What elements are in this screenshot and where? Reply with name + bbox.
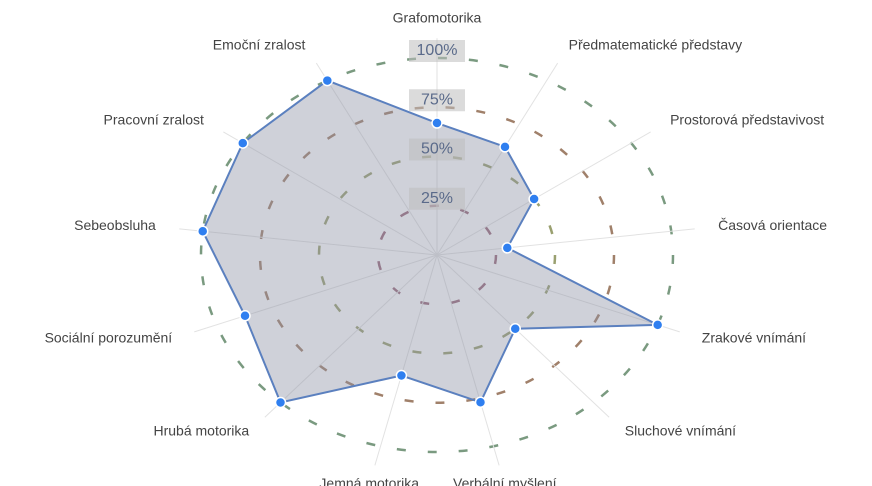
axis-line <box>436 131 651 256</box>
axis-label: Pracovní zralost <box>104 111 204 127</box>
axis-label: Sluchové vnímání <box>625 423 736 439</box>
r-tick-label: 25% <box>421 190 453 207</box>
tick-label-bg <box>409 138 465 161</box>
axis-line <box>436 228 695 256</box>
axis-line <box>436 62 559 256</box>
r-tick-label: 100% <box>417 42 458 59</box>
data-point <box>431 117 443 129</box>
data-point <box>237 137 249 149</box>
data-point <box>274 396 287 409</box>
axis-label: Emoční zralost <box>213 36 306 52</box>
grid-ring <box>199 56 675 454</box>
tick-label-bg <box>409 89 465 112</box>
data-point <box>239 310 251 322</box>
r-tick-label: 75% <box>421 91 453 108</box>
data-point <box>501 242 514 254</box>
data-point <box>395 369 408 382</box>
axis-label: Grafomotorika <box>393 9 482 25</box>
axis-line <box>315 62 438 256</box>
data-point <box>528 193 540 205</box>
axis-label: Jemná motorika <box>319 475 419 486</box>
axis-label: Hrubá motorika <box>154 423 250 439</box>
data-point <box>474 396 487 409</box>
data-point <box>651 319 664 331</box>
data-point <box>196 225 209 238</box>
axis-label: Časová orientace <box>718 217 827 233</box>
axis-label: Sociální porozumění <box>45 330 173 346</box>
axis-line <box>436 254 680 333</box>
axis-line <box>436 254 500 466</box>
axis-label: Prostorová představivost <box>670 111 824 127</box>
axis-line <box>374 254 438 466</box>
tick-label-bg <box>409 187 465 210</box>
data-point <box>509 322 521 335</box>
data-point <box>321 74 334 87</box>
axis-line <box>223 131 438 256</box>
axis-line <box>194 254 438 333</box>
data-point <box>499 141 511 153</box>
axis-label: Sebeobsluha <box>74 217 156 233</box>
axis-line <box>436 254 610 418</box>
grid-ring <box>317 155 557 355</box>
radar-area <box>201 79 659 404</box>
axis-line <box>179 228 438 256</box>
axis-line <box>264 254 438 418</box>
tick-label-bg <box>409 40 465 62</box>
axis-label: Verbální myšlení <box>453 475 557 486</box>
axis-label: Předmatematické představy <box>569 36 743 52</box>
axis-label: Zrakové vnímání <box>702 330 806 346</box>
grid-ring <box>258 106 616 404</box>
r-tick-label: 50% <box>421 141 453 158</box>
